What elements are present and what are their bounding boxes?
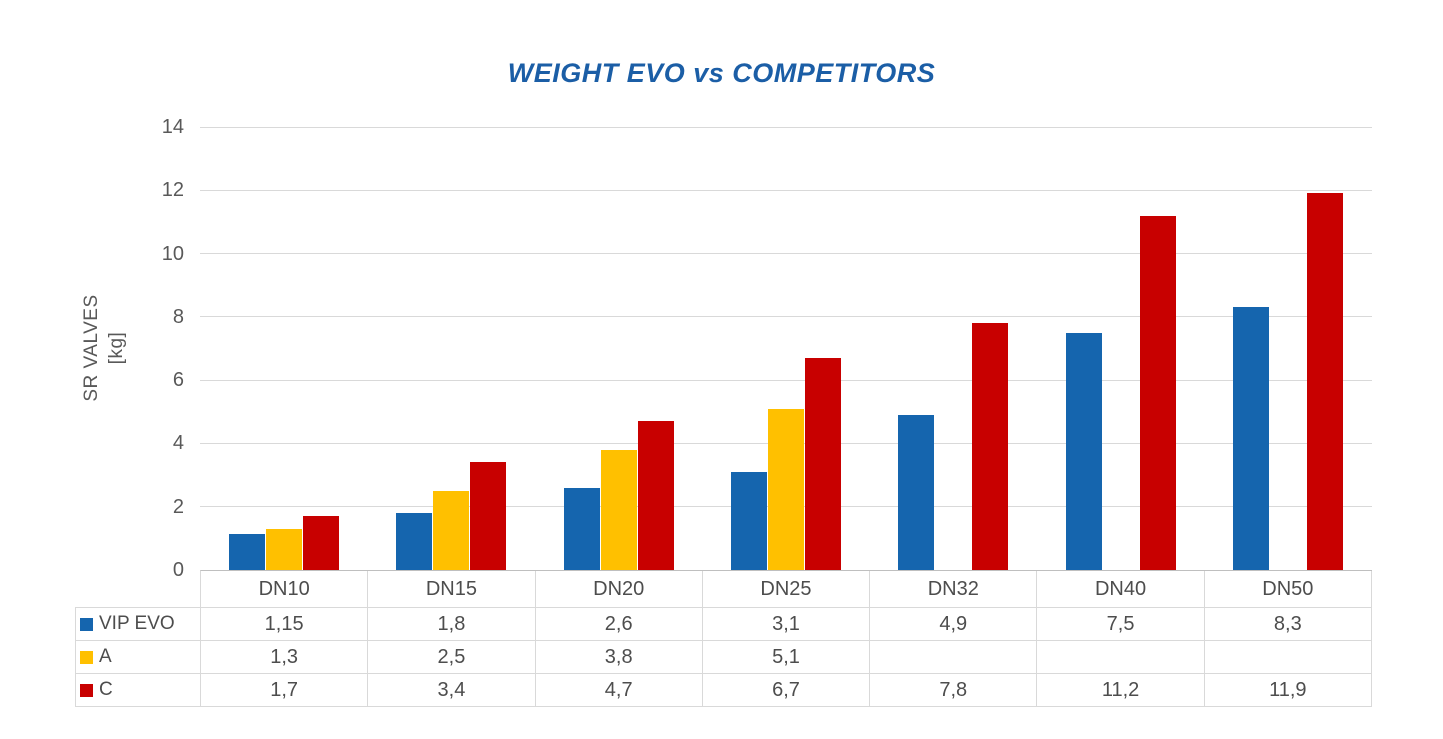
value-cell-vip-evo-dn40: 7,5 xyxy=(1037,608,1205,640)
value-cell-a-dn50 xyxy=(1205,641,1372,673)
value-cell-c-dn25: 6,7 xyxy=(703,674,871,706)
y-tick-label-12: 12 xyxy=(161,179,184,202)
bar-vip-evo-dn10 xyxy=(228,533,265,570)
bar-c-dn10 xyxy=(302,516,339,570)
category-label-dn50: DN50 xyxy=(1205,571,1372,607)
legend-cell-a: A xyxy=(76,641,201,673)
bar-vip-evo-dn25 xyxy=(731,471,767,570)
y-tick-label-4: 4 xyxy=(172,432,184,455)
bar-a-dn15 xyxy=(433,490,470,570)
legend-cell-c: C xyxy=(76,674,201,706)
y-tick-label-6: 6 xyxy=(172,369,184,392)
value-cell-c-dn32: 7,8 xyxy=(870,674,1038,706)
value-cell-c-dn20: 4,7 xyxy=(536,674,703,706)
gridline-14 xyxy=(200,126,1372,128)
bar-c-dn40 xyxy=(1139,215,1176,570)
bar-a-dn10 xyxy=(265,528,302,570)
value-cell-vip-evo-dn32: 4,9 xyxy=(870,608,1038,640)
bar-vip-evo-dn50 xyxy=(1233,307,1270,570)
category-label-dn40: DN40 xyxy=(1037,571,1205,607)
value-cell-vip-evo-dn20: 2,6 xyxy=(536,608,703,640)
bar-a-dn20 xyxy=(600,449,637,570)
value-cell-c-dn40: 11,2 xyxy=(1037,674,1205,706)
y-tick-label-0: 0 xyxy=(172,559,184,581)
value-cell-a-dn25: 5,1 xyxy=(703,641,871,673)
value-cell-a-dn20: 3,8 xyxy=(536,641,703,673)
bar-c-dn50 xyxy=(1307,193,1344,570)
gridline-6 xyxy=(200,379,1372,381)
legend-label: VIP EVO xyxy=(99,613,175,634)
legend-label: A xyxy=(99,646,112,667)
category-label-dn20: DN20 xyxy=(536,571,703,607)
value-cell-vip-evo-dn15: 1,8 xyxy=(368,608,536,640)
y-tick-label-10: 10 xyxy=(161,242,184,265)
table-row-vip-evo: VIP EVO 1,15 1,8 2,6 3,1 4,9 7,5 8,3 xyxy=(76,608,1372,641)
value-cell-vip-evo-dn25: 3,1 xyxy=(703,608,871,640)
value-cell-vip-evo-dn10: 1,15 xyxy=(201,608,369,640)
plot-area xyxy=(200,126,1372,570)
bar-c-dn32 xyxy=(972,323,1009,570)
category-label-dn25: DN25 xyxy=(703,571,871,607)
category-label-dn32: DN32 xyxy=(870,571,1038,607)
bar-a-dn25 xyxy=(768,408,804,570)
chart-title: WEIGHT EVO vs COMPETITORS xyxy=(507,58,936,88)
category-header-row: DN10 DN15 DN20 DN25 DN32 DN40 DN50 xyxy=(200,570,1372,607)
legend-swatch-a xyxy=(80,650,93,664)
table-row-c: C 1,7 3,4 4,7 6,7 7,8 11,2 11,9 xyxy=(76,674,1372,707)
value-cell-c-dn10: 1,7 xyxy=(201,674,369,706)
legend-swatch-vip-evo xyxy=(80,617,93,631)
bar-vip-evo-dn40 xyxy=(1065,332,1102,570)
bar-vip-evo-dn20 xyxy=(563,487,600,570)
value-cell-a-dn15: 2,5 xyxy=(368,641,536,673)
value-cell-a-dn10: 1,3 xyxy=(201,641,369,673)
data-table: VIP EVO 1,15 1,8 2,6 3,1 4,9 7,5 8,3 A 1,3 2,5 3,8 5… xyxy=(75,607,1372,707)
bar-vip-evo-dn15 xyxy=(396,513,433,570)
bar-c-dn25 xyxy=(805,357,841,570)
y-tick-label-14: 14 xyxy=(161,116,184,138)
value-cell-c-dn50: 11,9 xyxy=(1205,674,1372,706)
value-cell-a-dn40 xyxy=(1037,641,1205,673)
bar-c-dn15 xyxy=(470,462,507,570)
legend-label: C xyxy=(99,679,113,700)
gridline-10 xyxy=(200,253,1372,255)
category-label-dn10: DN10 xyxy=(201,571,369,607)
y-axis-label-line1: SR VALVES xyxy=(81,294,102,402)
table-row-a: A 1,3 2,5 3,8 5,1 xyxy=(76,641,1372,674)
value-cell-vip-evo-dn50: 8,3 xyxy=(1205,608,1372,640)
category-label-dn15: DN15 xyxy=(368,571,536,607)
bar-c-dn20 xyxy=(637,421,674,570)
legend-swatch-c xyxy=(80,683,93,697)
value-cell-c-dn15: 3,4 xyxy=(368,674,536,706)
legend-cell-vip-evo: VIP EVO xyxy=(76,608,201,640)
y-tick-label-8: 8 xyxy=(172,305,184,328)
bar-vip-evo-dn32 xyxy=(898,414,935,570)
y-tick-label-2: 2 xyxy=(172,495,184,518)
value-cell-a-dn32 xyxy=(870,641,1038,673)
gridline-8 xyxy=(200,316,1372,318)
gridline-12 xyxy=(200,189,1372,191)
